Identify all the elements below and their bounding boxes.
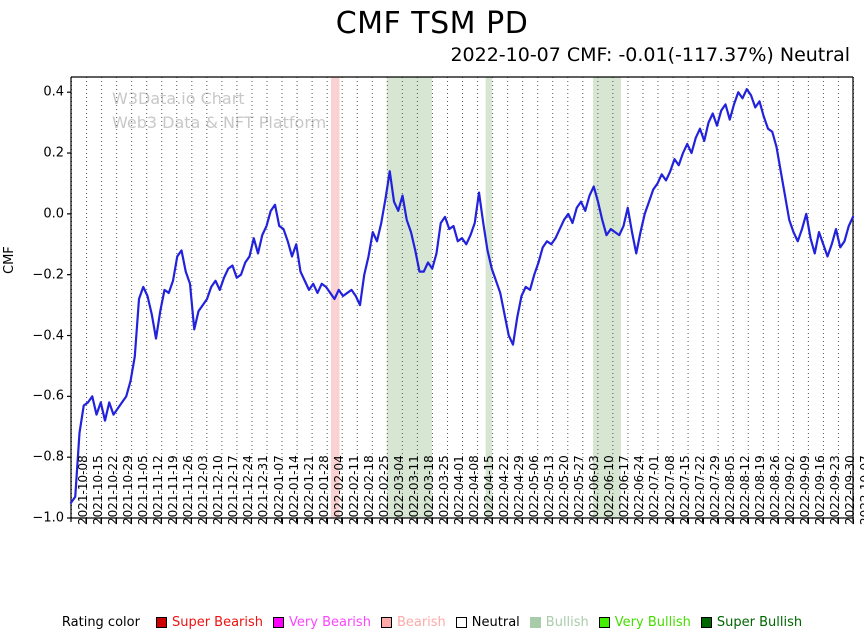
chart-subtitle: 2022-10-07 CMF: -0.01(-117.37%) Neutral — [450, 44, 850, 66]
x-tick-label: 2022-03-11 — [406, 455, 421, 525]
legend-label: Bullish — [545, 615, 589, 630]
y-tick-label: −0.4 — [32, 328, 64, 344]
legend-swatch — [455, 617, 467, 628]
x-tick-label: 2022-09-30 — [842, 455, 857, 525]
x-tick-label: 2022-08-05 — [722, 455, 737, 525]
x-tick-label: 2022-03-25 — [436, 455, 451, 525]
x-tick-label: 2022-07-29 — [707, 455, 722, 525]
x-tick-label: 2022-10-07 — [858, 455, 864, 525]
x-tick-label: 2022-02-04 — [331, 455, 346, 525]
x-tick-label: 2021-11-26 — [181, 455, 196, 525]
x-tick-label: 2022-09-23 — [827, 455, 842, 525]
x-tick-label: 2022-03-04 — [391, 455, 406, 525]
x-tick-label: 2021-12-10 — [211, 455, 226, 525]
x-tick-label: 2021-12-24 — [241, 455, 256, 525]
x-tick-label: 2022-06-24 — [632, 455, 647, 525]
x-tick-label: 2021-11-12 — [151, 455, 166, 525]
x-tick-label: 2022-04-22 — [497, 455, 512, 525]
x-tick-label: 2022-08-12 — [737, 455, 752, 525]
x-tick-label: 2022-07-01 — [647, 455, 662, 525]
x-tick-label: 2022-01-21 — [301, 455, 316, 525]
y-tick-label: 0.4 — [43, 84, 64, 100]
x-tick-label: 2022-02-11 — [346, 455, 361, 525]
legend-item-super-bullish: Super Bullish — [700, 615, 803, 630]
y-tick-label: −1.0 — [32, 510, 64, 526]
x-tick-label: 2022-06-03 — [587, 455, 602, 525]
legend-item-super-bearish: Super Bearish — [155, 615, 264, 630]
legend-item-bullish: Bullish — [529, 615, 589, 630]
x-tick-label: 2022-06-10 — [602, 455, 617, 525]
x-tick-label: 2022-01-28 — [316, 455, 331, 525]
x-tick-label: 2022-04-15 — [482, 455, 497, 525]
legend-swatch — [529, 617, 541, 628]
legend-swatch — [380, 617, 392, 628]
legend-label: Super Bearish — [171, 615, 264, 630]
legend-label: Neutral — [471, 615, 520, 630]
rating-color-legend: Rating color Super Bearish Very Bearish Be… — [0, 615, 864, 630]
x-tick-label: 2022-02-25 — [376, 455, 391, 525]
x-tick-label: 2022-02-18 — [361, 455, 376, 525]
x-tick-label: 2021-12-17 — [226, 455, 241, 525]
x-tick-label: 2022-09-09 — [797, 455, 812, 525]
y-tick-label: −0.6 — [32, 388, 64, 404]
legend-item-neutral: Neutral — [455, 615, 520, 630]
chart-title: CMF TSM PD — [335, 6, 529, 41]
legend-swatch — [700, 617, 712, 628]
cmf-series-line — [69, 88, 855, 504]
legend-label: Very Bearish — [289, 615, 371, 630]
x-tick-label: 2022-05-06 — [527, 455, 542, 525]
y-tick-label: −0.8 — [32, 449, 64, 465]
x-tick-label: 2021-12-31 — [256, 455, 271, 525]
y-tick-label: 0.2 — [43, 145, 64, 161]
x-tick-label: 2022-04-08 — [467, 455, 481, 525]
legend-label: Super Bullish — [716, 615, 803, 630]
x-tick-label: 2022-05-20 — [557, 455, 572, 525]
y-tick-label: −0.2 — [32, 267, 64, 283]
x-tick-label: 2021-11-19 — [166, 455, 181, 525]
x-tick-label: 2022-08-26 — [767, 455, 782, 525]
x-tick-label: 2022-05-13 — [542, 455, 557, 525]
x-tick-label: 2021-10-29 — [121, 455, 136, 525]
x-tick-label: 2021-10-08 — [76, 455, 90, 525]
legend-item-very-bearish: Very Bearish — [273, 615, 371, 630]
x-tick-label: 2022-07-22 — [692, 455, 707, 525]
legend-swatch — [273, 617, 285, 628]
legend-item-bearish: Bearish — [380, 615, 446, 630]
x-tick-label: 2021-11-05 — [136, 455, 151, 525]
x-tick-label: 2022-09-16 — [812, 455, 827, 525]
x-tick-label: 2021-10-15 — [91, 455, 106, 525]
rating-band-bullish — [485, 77, 493, 518]
x-tick-label: 2021-10-22 — [106, 455, 121, 525]
x-tick-label: 2022-07-08 — [662, 455, 677, 525]
legend-swatch — [598, 617, 610, 628]
x-tick-label: 2022-08-19 — [752, 455, 767, 525]
x-tick-label: 2022-05-27 — [572, 455, 587, 525]
y-tick-label: 0.0 — [43, 206, 64, 222]
x-tick-label: 2022-09-02 — [782, 455, 797, 525]
x-tick-label: 2022-01-07 — [271, 455, 286, 525]
legend-title: Rating color — [61, 615, 140, 630]
y-axis-ticks: 0.4 0.2 0.0 −0.2 −0.4 −0.6 −0.8 −1.0 — [20, 0, 64, 641]
rating-band-bullish — [593, 77, 621, 518]
x-tick-label: 2022-06-17 — [617, 455, 632, 525]
x-tick-label: 2021-12-03 — [196, 455, 211, 525]
rating-band-bullish — [386, 77, 432, 518]
legend-label: Bearish — [396, 615, 446, 630]
x-tick-label: 2022-07-15 — [677, 455, 692, 525]
legend-item-very-bullish: Very Bullish — [598, 615, 691, 630]
x-tick-label: 2022-04-29 — [512, 455, 527, 525]
x-tick-label: 2022-01-14 — [286, 455, 301, 525]
legend-label: Very Bullish — [614, 615, 691, 630]
x-tick-label: 2022-03-18 — [421, 455, 436, 525]
legend-swatch — [155, 617, 167, 628]
x-tick-label: 2022-04-01 — [451, 455, 466, 525]
